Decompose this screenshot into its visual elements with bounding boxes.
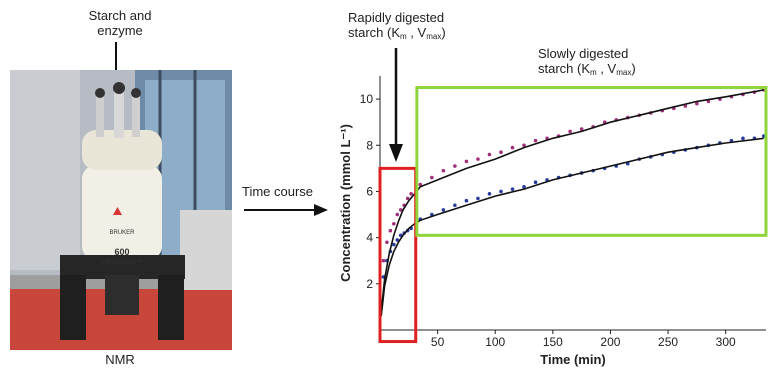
rapid-region-box [378,166,418,344]
series-2-point [533,180,538,185]
series-1-point [405,196,410,201]
x-tick-label: 100 [485,335,505,349]
rapid-label: Rapidly digested starch (Km , Vmax) [348,10,446,41]
time-course-label: Time course [242,184,314,199]
series-1-point [464,159,469,164]
rapid-label-line1: Rapidly digested [348,10,445,25]
nmr-label: NMR [105,352,135,367]
series-1-point [487,152,492,157]
series-1-point [695,101,699,106]
series-1-point [388,228,393,233]
series-2-point [395,238,400,242]
series-2-point [487,191,492,196]
y-tick-label: 10 [360,92,374,106]
starch-enzyme-label: Starch and enzyme [60,8,180,38]
series-2-point [392,242,396,247]
right-arrow-icon [244,204,328,216]
series-1-point [385,240,389,245]
fit-curve-2 [380,137,764,317]
fit-curve-1 [380,89,764,312]
series-2-point [499,189,503,194]
chart-svg: 50 100 150 200 250 300 2 4 6 8 10 Time (min) Concent… [338,76,768,367]
series-1-point [533,138,538,143]
series-1-point [453,164,457,168]
x-tick-label: 250 [658,335,678,349]
slow-region-box [415,86,768,237]
series-2-point [453,203,457,208]
series-2-point [476,196,480,201]
y-tick-label: 8 [366,138,373,152]
rapid-label-line2: starch (Km , Vmax) [348,25,446,41]
magnet-brand: BRUKER [109,230,135,236]
starch-enzyme-line2: enzyme [97,23,143,38]
x-tick-label: 200 [600,335,620,349]
series-1-point [441,168,446,173]
series-1-point [418,182,423,187]
slow-label: Slowly digested starch (Km , Vmax) [538,46,636,77]
series-1-point [395,212,400,217]
series-2-point [441,208,446,212]
x-tick-label: 300 [716,335,736,349]
series-1-point [510,145,515,150]
y-tick-label: 4 [366,231,373,245]
series-2-point [522,185,526,189]
magnet-model: 600 [114,247,130,257]
series-1-point [398,208,403,212]
series-1-point [381,258,386,263]
y-axis-label: Concentration (mmol L⁻¹) [338,124,353,282]
series-1-point [499,150,503,154]
series-1-point [579,127,584,131]
rapid-arrow-icon [389,48,403,162]
x-tick-label: 50 [431,335,445,349]
starch-enzyme-line1: Starch and [88,8,152,23]
slow-label-line2: starch (Km , Vmax) [538,61,636,77]
series-2-point [741,136,745,141]
magnet-name: UltraShield™ [101,259,143,266]
series-1-point [392,221,396,226]
series-1-point [430,175,434,180]
y-tick-label: 6 [366,184,373,198]
series-1-point [522,143,526,148]
series-2-point [464,198,469,203]
series-1-point [476,157,480,161]
y-tick-label: 2 [366,277,373,291]
series-1-point [568,129,572,134]
x-axis-label: Time (min) [540,352,606,367]
nmr-photo: BRUKER 600 UltraShield™ [10,70,232,350]
series-1-point [409,191,413,196]
x-tick-label: 150 [543,335,563,349]
slow-label-line1: Slowly digested [538,46,629,61]
series-2-point [510,187,515,191]
concentration-chart: 50 100 150 200 250 300 2 4 6 8 10 Time (min) Concent… [330,70,768,372]
